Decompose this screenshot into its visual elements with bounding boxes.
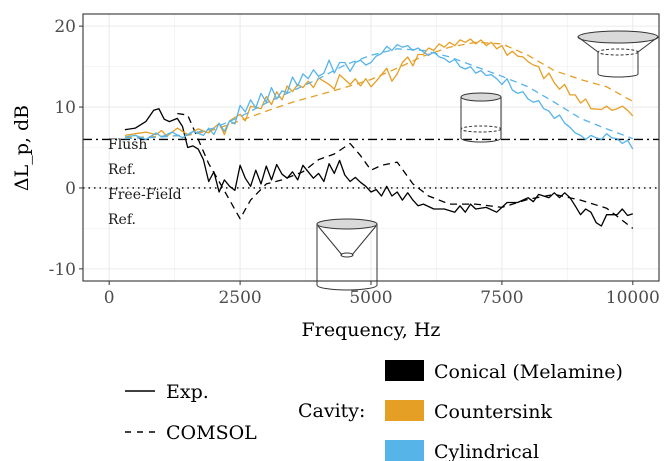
legend-conical-swatch <box>385 360 424 381</box>
conical-cavity-icon <box>316 218 378 291</box>
flush-ref-label-line2: Ref. <box>108 162 136 178</box>
flush-ref-label-line1: Flush <box>108 137 147 153</box>
x-tick-label: 0 <box>104 288 115 308</box>
y-axis-title: ΔL_p, dB <box>11 105 33 191</box>
legend-comsol-label: COMSOL <box>166 422 257 444</box>
y-tick-label: 20 <box>54 17 76 37</box>
legend-conical-label: Conical (Melamine) <box>434 361 623 383</box>
countersink-cavity-icon <box>577 30 659 78</box>
legend-countersink-label: Countersink <box>434 401 552 423</box>
annotations: Flush Ref. Free-Field Ref. <box>108 137 182 228</box>
legend-cylindrical-swatch <box>385 440 424 461</box>
legend-exp-label: Exp. <box>166 381 209 403</box>
series-group <box>124 38 634 229</box>
legend-cylindrical-label: Cylindrical <box>434 441 539 461</box>
legend: Exp. COMSOL Cavity: Conical (Melamine) C… <box>125 360 623 461</box>
cylindrical-cavity-icon <box>460 92 502 143</box>
y-tick-label: 10 <box>54 98 76 118</box>
x-tick-label: 5000 <box>349 288 392 308</box>
series-line-countersink-comsol <box>124 41 634 139</box>
series-line-conical-comsol <box>177 112 634 229</box>
legend-cavity-title: Cavity: <box>298 400 365 422</box>
free-field-ref-label-line1: Free-Field <box>108 187 182 203</box>
series-line-cylindrical-comsol <box>124 48 634 140</box>
y-tick-label: -10 <box>49 260 76 280</box>
x-tick-label: 10000 <box>606 288 660 308</box>
x-tick-label: 7500 <box>480 288 523 308</box>
y-tick-label: 0 <box>65 179 76 199</box>
x-tick-label: 2500 <box>218 288 261 308</box>
legend-countersink-swatch <box>385 400 424 421</box>
free-field-ref-label-line2: Ref. <box>108 212 136 228</box>
series-line-cylindrical-exp <box>124 44 634 150</box>
x-axis-title: Frequency, Hz <box>302 319 441 341</box>
axis-ticks: 0 2500 5000 7500 10000 -10 0 10 20 <box>49 17 660 308</box>
reference-lines <box>83 138 659 189</box>
